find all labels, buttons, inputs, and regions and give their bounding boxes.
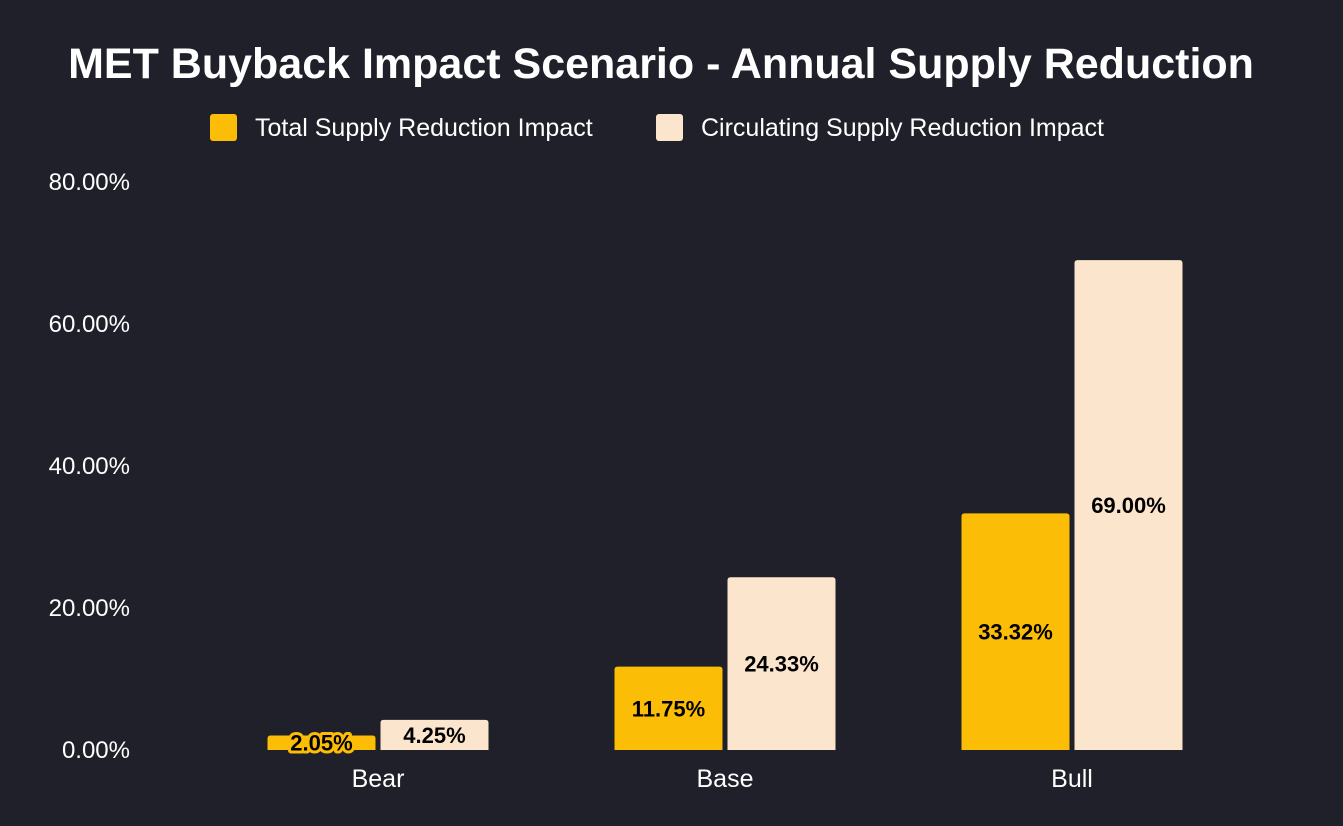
bar-circulating-base	[727, 577, 836, 750]
x-axis: Bear Base Bull	[352, 765, 1093, 793]
x-tick-label: Base	[697, 765, 754, 793]
bars: 2.05% 4.25% 11.75% 24.33% 33.32% 69.00%	[267, 260, 1183, 759]
legend: Total Supply Reduction Impact Circulatin…	[210, 114, 1104, 142]
bar-circulating-bull	[1074, 260, 1183, 750]
legend-swatch-circulating	[656, 114, 683, 141]
bar-total-bull	[961, 513, 1070, 750]
data-label: 4.25%	[403, 723, 465, 748]
y-tick-label: 60.00%	[49, 311, 130, 338]
data-label: 24.33%	[744, 652, 819, 677]
bar-circulating-bear	[380, 719, 489, 750]
legend-label-circulating: Circulating Supply Reduction Impact	[701, 114, 1104, 142]
y-tick-label: 0.00%	[62, 737, 130, 764]
y-tick-label: 20.00%	[49, 595, 130, 622]
bar-total-base	[614, 666, 723, 750]
bar-total-bear	[267, 735, 376, 750]
x-tick-label: Bear	[352, 765, 405, 793]
data-label: 2.05%	[290, 731, 352, 756]
legend-swatch-total	[210, 114, 237, 141]
data-label: 33.32%	[978, 620, 1053, 645]
y-axis: 0.00% 20.00% 40.00% 60.00% 80.00%	[49, 169, 130, 764]
x-tick-label: Bull	[1051, 765, 1093, 793]
legend-label-total: Total Supply Reduction Impact	[255, 114, 593, 142]
chart-title: MET Buyback Impact Scenario - Annual Sup…	[68, 40, 1254, 88]
y-tick-label: 80.00%	[49, 169, 130, 196]
data-label: 69.00%	[1091, 493, 1166, 518]
data-label: 11.75%	[632, 696, 705, 721]
y-tick-label: 40.00%	[49, 453, 130, 480]
